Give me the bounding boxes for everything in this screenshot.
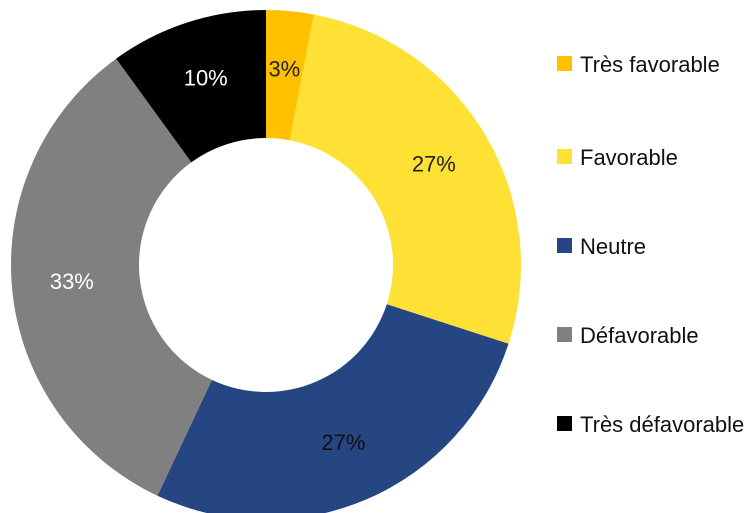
legend-item: Favorable	[557, 143, 751, 173]
legend-label: Très favorable	[580, 52, 720, 77]
legend-swatch	[557, 238, 572, 253]
donut-slice	[10, 58, 212, 496]
legend-item: Défavorable	[557, 321, 751, 351]
legend-label: Favorable	[580, 145, 678, 170]
legend-swatch	[557, 327, 572, 342]
data-label: 27%	[412, 152, 456, 177]
data-label: 3%	[268, 57, 300, 82]
donut-slice	[116, 10, 266, 163]
legend-swatch	[557, 149, 572, 164]
donut-slice	[266, 10, 314, 141]
data-label: 10%	[184, 65, 228, 90]
legend-label: Neutre	[580, 234, 647, 259]
legend-label: Défavorable	[580, 323, 699, 348]
legend-item: Très défavorable	[557, 410, 751, 440]
legend-swatch	[557, 416, 572, 431]
data-label: 27%	[321, 430, 365, 455]
legend-item: Très favorable	[557, 50, 751, 80]
data-label: 33%	[50, 269, 94, 294]
legend-label: Très défavorable	[580, 412, 745, 437]
legend-item: Neutre	[557, 232, 751, 262]
donut-slice	[289, 14, 521, 344]
legend-swatch	[557, 56, 572, 71]
donut-slice	[157, 304, 509, 513]
